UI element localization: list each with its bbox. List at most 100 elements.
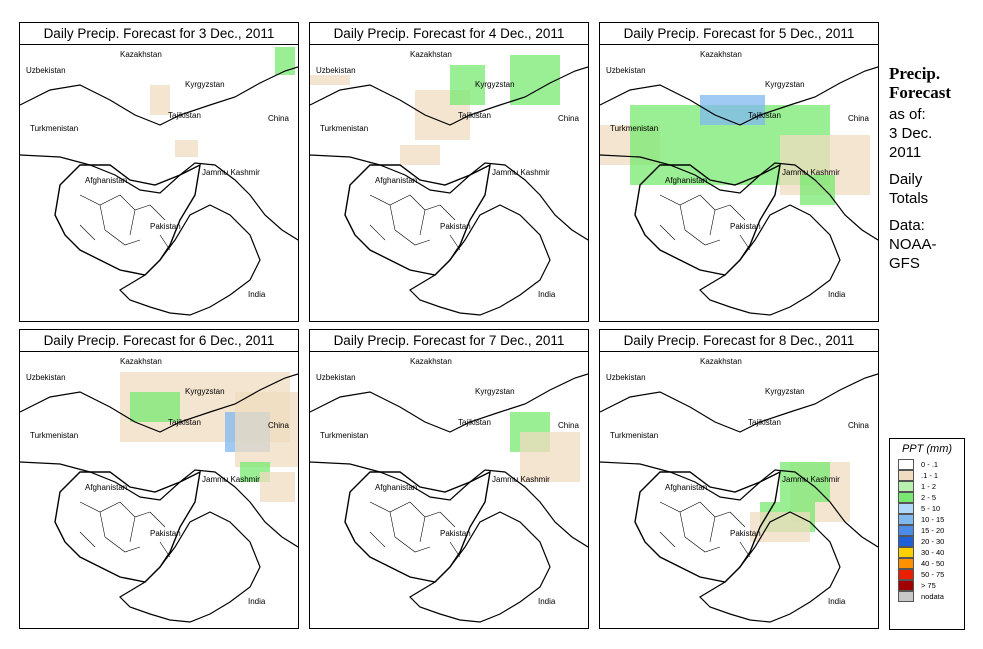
legend-swatch [898, 547, 914, 558]
map-label-kazakhstan: Kazakhstan [410, 50, 452, 59]
legend-swatch [898, 536, 914, 547]
data-source-line2: NOAA- [889, 236, 937, 253]
map-label-india: India [828, 597, 846, 606]
precip-map: Kazakhstan Uzbekistan Kyrgyzstan Tajikistan… [310, 357, 588, 623]
map-label-china: China [848, 114, 869, 123]
legend-swatch [898, 591, 914, 602]
precip-area [700, 95, 765, 125]
precip-area [780, 462, 830, 502]
map-label-china: China [558, 421, 579, 430]
legend-swatch [898, 558, 914, 569]
precip-map: Kazakhstan Uzbekistan Kyrgyzstan Tajikistan… [600, 357, 878, 623]
precip-area [150, 85, 170, 115]
legend-label: 5 - 10 [921, 504, 941, 513]
forecast-date-line1: 3 Dec. [889, 125, 933, 142]
legend-item: 0 - .1 [898, 459, 964, 470]
legend-swatch [898, 481, 914, 492]
legend-title: PPT (mm) [901, 443, 953, 455]
pakistan-outline [409, 511, 551, 623]
map-label-tajikistan: Tajikistan [168, 418, 201, 427]
province-borders [369, 194, 461, 251]
map-label-afghanistan: Afghanistan [85, 176, 127, 185]
map-label-turkmenistan: Turkmenistan [30, 431, 78, 440]
precip-area [800, 175, 835, 205]
legend-item: > 75 [898, 580, 964, 591]
map-label-uzbekistan: Uzbekistan [26, 66, 66, 75]
pakistan-outline [699, 204, 841, 316]
precip-map: Kazakhstan Uzbekistan Kyrgyzstan Tajikistan… [20, 357, 298, 623]
pakistan-outline [699, 511, 841, 623]
precip-area [520, 432, 580, 482]
precip-map: Kazakhstan Uzbekistan Kyrgyzstan Tajikistan… [20, 47, 298, 316]
legend-swatch [898, 492, 914, 503]
panel-title: Daily Precip. Forecast for 8 Dec., 2011 [600, 330, 878, 352]
legend-label: nodata [921, 592, 944, 601]
afghanistan-outline [634, 163, 781, 276]
afghanistan-outline [344, 470, 491, 583]
legend-label: 1 - 2 [921, 482, 937, 491]
legend-item: 30 - 40 [898, 547, 964, 558]
map-label-kazakhstan: Kazakhstan [120, 357, 162, 366]
legend-swatch [898, 525, 914, 536]
map-label-india: India [538, 597, 556, 606]
country-border [600, 373, 878, 548]
legend-label: 10 - 15 [921, 515, 945, 524]
panel-title: Daily Precip. Forecast for 4 Dec., 2011 [310, 23, 588, 45]
map-label-jammu-kashmir: Jammu Kashmir [202, 475, 260, 484]
map-label-kazakhstan: Kazakhstan [700, 357, 742, 366]
map-label-pakistan: Pakistan [440, 222, 471, 231]
precip-area [130, 392, 180, 422]
map-label-uzbekistan: Uzbekistan [606, 373, 646, 382]
country-border [20, 373, 298, 548]
map-label-tajikistan: Tajikistan [458, 418, 491, 427]
country-border [600, 66, 878, 241]
forecast-panel-dec-8: Daily Precip. Forecast for 8 Dec., 2011 … [599, 329, 879, 629]
afghanistan-outline [54, 163, 201, 276]
precip-map: Kazakhstan Uzbekistan Kyrgyzstan Tajikistan… [310, 50, 588, 316]
legend-label: 0 - .1 [921, 460, 939, 469]
panel-title: Daily Precip. Forecast for 6 Dec., 2011 [20, 330, 298, 352]
province-borders [369, 501, 461, 558]
map-label-india: India [538, 290, 556, 299]
legend-item: nodata [898, 591, 964, 602]
map-label-afghanistan: Afghanistan [665, 483, 707, 492]
legend-item: 5 - 10 [898, 503, 964, 514]
legend-item: 40 - 50 [898, 558, 964, 569]
map-label-afghanistan: Afghanistan [375, 483, 417, 492]
map-label-kazakhstan: Kazakhstan [410, 357, 452, 366]
precip-area [400, 145, 440, 165]
legend-swatch [898, 569, 914, 580]
country-border [310, 373, 588, 548]
map-label-afghanistan: Afghanistan [665, 176, 707, 185]
province-borders [659, 194, 751, 251]
totals-line2: Totals [889, 190, 929, 207]
map-label-kazakhstan: Kazakhstan [120, 50, 162, 59]
map-label-india: India [248, 290, 266, 299]
map-label-turkmenistan: Turkmenistan [610, 124, 658, 133]
legend-item: 15 - 20 [898, 525, 964, 536]
map-label-tajikistan: Tajikistan [168, 111, 201, 120]
sidebar-title-line2: Forecast [889, 83, 951, 102]
map-label-china: China [848, 421, 869, 430]
province-borders [659, 501, 751, 558]
map-label-afghanistan: Afghanistan [375, 176, 417, 185]
legend-swatch [898, 514, 914, 525]
as-of-label: as of: [889, 106, 926, 123]
map-label-china: China [268, 114, 289, 123]
map-label-pakistan: Pakistan [150, 529, 181, 538]
afghanistan-outline [634, 470, 781, 583]
afghanistan-outline [344, 163, 491, 276]
map-label-pakistan: Pakistan [730, 222, 761, 231]
map-label-pakistan: Pakistan [150, 222, 181, 231]
forecast-panel-dec-3: Daily Precip. Forecast for 3 Dec., 2011 … [19, 22, 299, 322]
forecast-panel-dec-6: Daily Precip. Forecast for 6 Dec., 2011 … [19, 329, 299, 629]
legend-label: > 75 [921, 581, 936, 590]
legend-swatch [898, 470, 914, 481]
map-label-pakistan: Pakistan [440, 529, 471, 538]
map-label-uzbekistan: Uzbekistan [606, 66, 646, 75]
legend-item: 50 - 75 [898, 569, 964, 580]
map-label-tajikistan: Tajikistan [748, 418, 781, 427]
map-label-india: India [828, 290, 846, 299]
map-label-uzbekistan: Uzbekistan [316, 373, 356, 382]
map-label-china: China [558, 114, 579, 123]
